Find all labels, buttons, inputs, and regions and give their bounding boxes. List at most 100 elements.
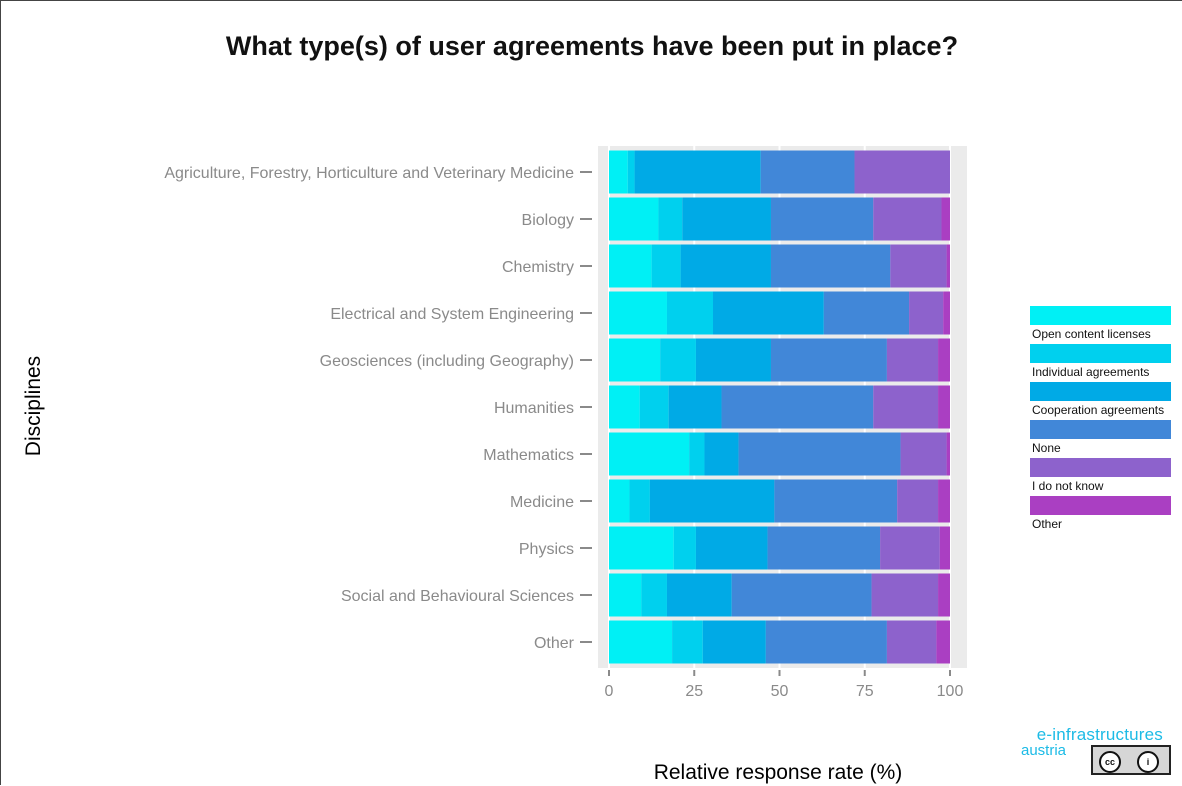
legend: Open content licenses Individual agreemen… xyxy=(1030,306,1171,534)
bar-6-0 xyxy=(609,432,690,476)
bar-2-0 xyxy=(609,244,652,288)
bar-10-3 xyxy=(765,620,887,664)
bar-1-0 xyxy=(609,197,659,241)
bar-4-4 xyxy=(886,338,939,382)
cc-icon: cc xyxy=(1099,751,1121,773)
bar-5-1 xyxy=(639,385,669,429)
bar-5-3 xyxy=(721,385,874,429)
legend-label-5: Other xyxy=(1032,517,1063,531)
bar-8-4 xyxy=(880,526,940,570)
bar-9-0 xyxy=(609,573,642,617)
bar-2-1 xyxy=(651,244,681,288)
bar-4-5 xyxy=(938,338,950,382)
bar-4-2 xyxy=(695,338,771,382)
bar-0-3 xyxy=(760,150,855,194)
bar-0-0 xyxy=(609,150,628,194)
attribution-icon: i xyxy=(1137,751,1159,773)
category-label-8: Physics xyxy=(519,541,574,558)
logo: e-infrastructures austria cc i xyxy=(1001,725,1173,781)
category-label-10: Other xyxy=(534,635,575,652)
bar-10-0 xyxy=(609,620,673,664)
bar-8-1 xyxy=(673,526,696,570)
bar-10-5 xyxy=(936,620,950,664)
bar-4-3 xyxy=(770,338,887,382)
legend-label-3: None xyxy=(1032,441,1061,455)
x-tick-label-4: 100 xyxy=(937,683,964,700)
legend-swatch-5 xyxy=(1030,496,1171,515)
legend-label-4: I do not know xyxy=(1032,479,1104,493)
category-label-5: Humanities xyxy=(494,400,574,417)
bar-6-3 xyxy=(738,432,901,476)
legend-swatch-1 xyxy=(1030,344,1171,363)
legend-swatch-2 xyxy=(1030,382,1171,401)
x-tick-label-1: 25 xyxy=(685,683,703,700)
legend-swatch-4 xyxy=(1030,458,1171,477)
category-label-6: Mathematics xyxy=(483,447,574,464)
bar-8-3 xyxy=(767,526,881,570)
legend-swatch-0 xyxy=(1030,306,1171,325)
bar-3-3 xyxy=(823,291,910,335)
bar-3-2 xyxy=(713,291,824,335)
x-tick-label-0: 0 xyxy=(605,683,614,700)
category-label-9: Social and Behavioural Sciences xyxy=(341,588,574,605)
bar-9-4 xyxy=(871,573,939,617)
bar-7-2 xyxy=(649,479,775,523)
x-tick-label-2: 50 xyxy=(771,683,789,700)
bar-3-4 xyxy=(909,291,944,335)
bar-1-2 xyxy=(682,197,771,241)
bar-3-1 xyxy=(666,291,714,335)
legend-swatch-3 xyxy=(1030,420,1171,439)
y-axis-label: Disciplines xyxy=(22,355,45,457)
bar-10-4 xyxy=(886,620,937,664)
bar-7-0 xyxy=(609,479,630,523)
bar-2-5 xyxy=(946,244,950,288)
legend-item-3: None xyxy=(1030,420,1171,458)
bar-9-2 xyxy=(666,573,732,617)
bar-7-1 xyxy=(629,479,650,523)
logo-text-line1: e-infrastructures xyxy=(1036,725,1163,744)
bar-8-2 xyxy=(695,526,768,570)
category-label-2: Chemistry xyxy=(502,259,574,276)
bar-5-0 xyxy=(609,385,640,429)
bar-9-5 xyxy=(938,573,950,617)
cc-license-badge: cc i xyxy=(1091,745,1171,775)
bar-1-3 xyxy=(770,197,874,241)
bar-6-1 xyxy=(689,432,705,476)
bar-3-5 xyxy=(943,291,950,335)
bar-8-5 xyxy=(939,526,950,570)
legend-item-5: Other xyxy=(1030,496,1171,534)
logo-text-line2: austria xyxy=(1021,742,1067,759)
bar-5-5 xyxy=(938,385,950,429)
bar-1-4 xyxy=(873,197,942,241)
legend-item-1: Individual agreements xyxy=(1030,344,1171,382)
bar-6-2 xyxy=(704,432,739,476)
bar-4-0 xyxy=(609,338,661,382)
legend-item-2: Cooperation agreements xyxy=(1030,382,1171,420)
category-label-1: Biology xyxy=(522,212,574,229)
bar-7-4 xyxy=(897,479,939,523)
bar-5-2 xyxy=(668,385,722,429)
x-axis-label: Relative response rate (%) xyxy=(653,761,903,784)
bar-7-3 xyxy=(774,479,898,523)
legend-label-0: Open content licenses xyxy=(1032,327,1151,341)
bar-1-1 xyxy=(658,197,683,241)
bar-10-2 xyxy=(702,620,766,664)
bar-6-4 xyxy=(900,432,947,476)
bar-9-3 xyxy=(731,573,872,617)
bar-2-3 xyxy=(770,244,891,288)
bar-10-1 xyxy=(672,620,703,664)
bar-9-1 xyxy=(641,573,667,617)
legend-item-4: I do not know xyxy=(1030,458,1171,496)
bar-3-0 xyxy=(609,291,667,335)
bar-5-4 xyxy=(873,385,939,429)
bar-7-5 xyxy=(938,479,950,523)
bar-8-0 xyxy=(609,526,674,570)
bar-6-5 xyxy=(946,432,950,476)
category-label-7: Medicine xyxy=(510,494,574,511)
category-label-4: Geosciences (including Geography) xyxy=(320,353,574,370)
bar-1-5 xyxy=(941,197,950,241)
bar-4-1 xyxy=(660,338,696,382)
bar-2-2 xyxy=(680,244,771,288)
category-label-3: Electrical and System Engineering xyxy=(330,306,574,323)
